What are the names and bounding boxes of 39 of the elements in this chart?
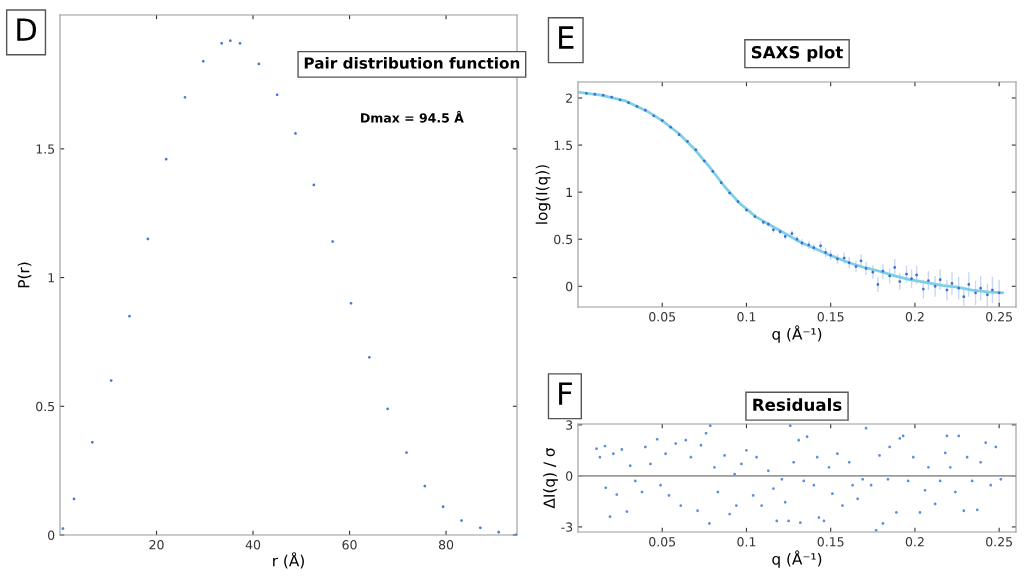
chart-title: Residuals: [753, 398, 842, 412]
x-axis-title: q (Å⁻¹): [772, 325, 822, 343]
text: Pair distribution function: [304, 57, 520, 69]
y-tick-label: 0.5: [554, 234, 573, 245]
x-tick-label: 0.2: [905, 537, 924, 547]
x-axis-title: q (Å⁻¹): [772, 550, 822, 568]
y-axis-title: ΔI(q) / σ: [543, 447, 558, 509]
x-tick-label: 0.1: [737, 312, 756, 322]
y-tick-label: 0: [566, 281, 573, 292]
x-tick-label: 0.05: [649, 312, 676, 322]
x-tick-label: 0.05: [649, 537, 676, 547]
text: D: [17, 18, 37, 41]
x-tick-label: 40: [245, 540, 261, 550]
x-tick-label: 0.1: [737, 537, 756, 547]
x-axis-title: r (Å): [273, 552, 304, 569]
x-tick-label: 60: [342, 540, 357, 550]
annotation: Dmax = 94.5 Å: [361, 110, 464, 123]
y-tick-label: 0: [48, 530, 55, 540]
y-tick-label: 3: [566, 420, 573, 430]
chart-title: SAXS plot: [751, 45, 843, 62]
x-tick-label: 0.25: [986, 312, 1012, 322]
text: E: [559, 26, 574, 49]
y-axis-title: P(r): [17, 262, 32, 288]
text: F: [559, 382, 572, 405]
y-tick-label: 1: [566, 187, 572, 197]
y-tick-label: 1.5: [554, 140, 573, 150]
x-tick-label: 80: [438, 540, 454, 550]
x-tick-label: 0.25: [986, 537, 1012, 547]
y-tick-label: 0: [566, 471, 573, 481]
y-tick-label: 2: [566, 93, 572, 103]
y-tick-label: 1.5: [36, 144, 55, 154]
y-tick-label: 1: [48, 273, 54, 283]
y-axis-title: log(I(q)): [535, 165, 551, 224]
x-tick-label: 0.15: [817, 537, 844, 547]
x-tick-label: 20: [149, 540, 164, 550]
y-tick-label: 0.5: [36, 401, 55, 412]
x-tick-label: 0.2: [905, 312, 924, 322]
y-tick-label: -3: [561, 522, 573, 532]
x-tick-label: 0.15: [817, 312, 844, 322]
